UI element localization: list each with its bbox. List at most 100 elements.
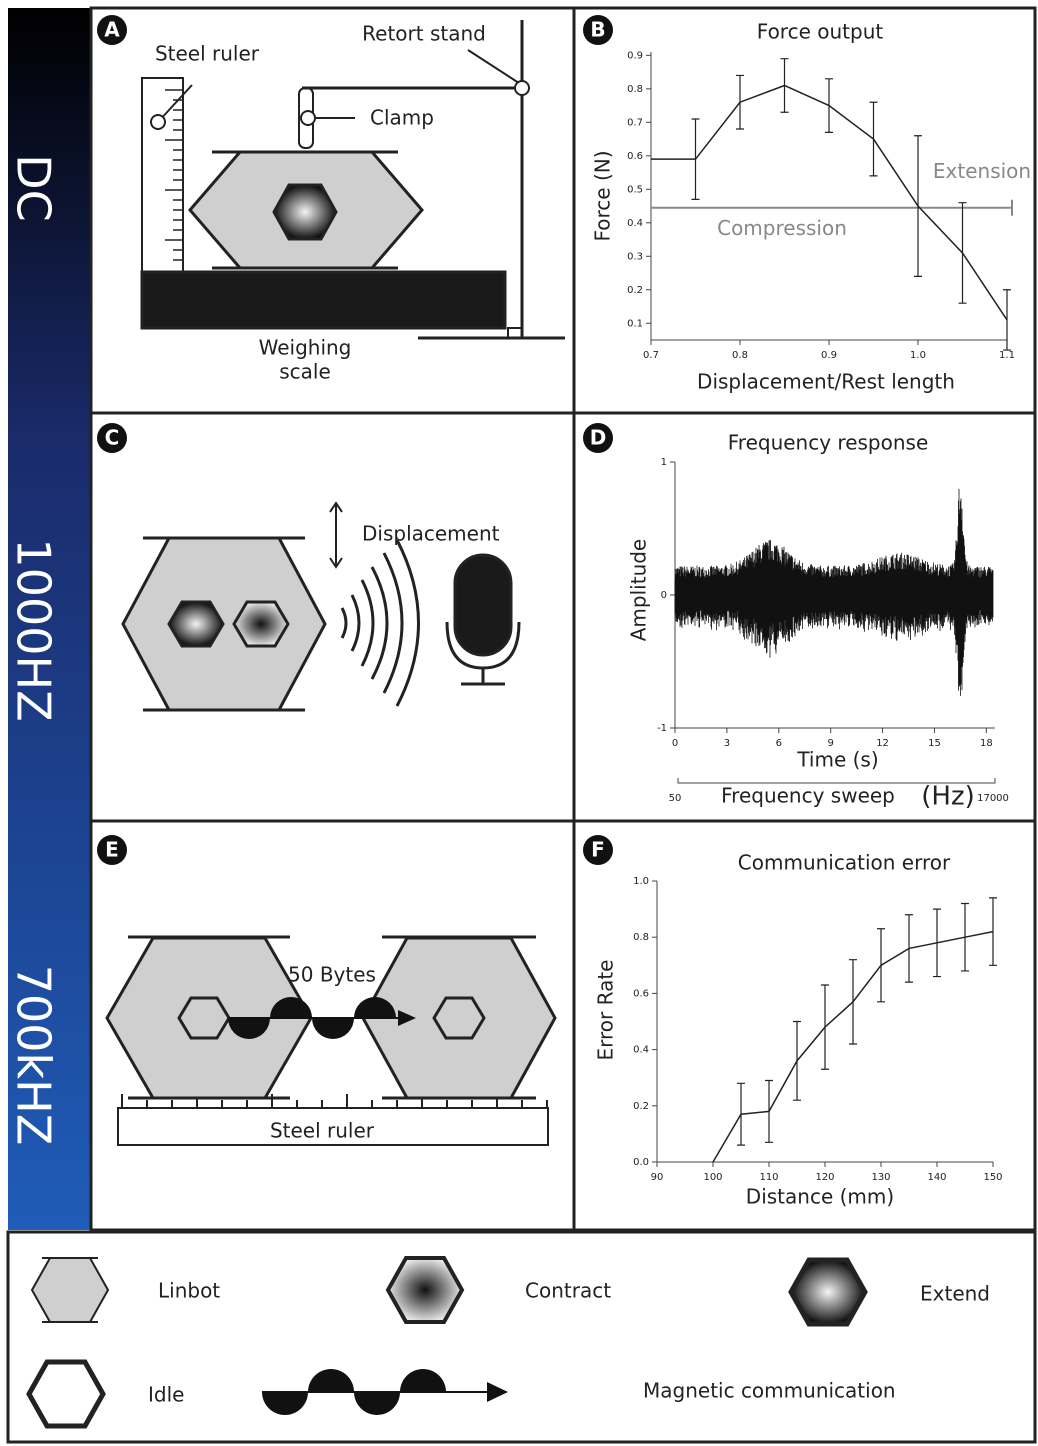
- y-tick-label: 0.8: [627, 84, 643, 95]
- sweep-axis: [677, 778, 996, 784]
- extend-module: [788, 1257, 868, 1327]
- x-tick-label: 0.7: [643, 350, 659, 361]
- annotation: Extension: [933, 159, 1031, 183]
- y-tick-label: 0.1: [627, 318, 643, 329]
- label: 50 Bytes: [288, 963, 376, 987]
- chart-title: Frequency response: [728, 431, 929, 455]
- x-tick-label: 1.0: [910, 350, 926, 361]
- panel-letter: D: [590, 426, 607, 450]
- y-tick-label: -1: [657, 723, 667, 734]
- error-bar: [1003, 289, 1011, 351]
- y-axis-label: Force (N): [591, 150, 615, 241]
- panel-letter: F: [591, 838, 605, 862]
- idle-module: [432, 996, 486, 1040]
- error-bar: [933, 908, 941, 978]
- extend-module: [167, 600, 225, 648]
- error-bar: [737, 1082, 745, 1146]
- sweep-label: Frequency sweep: [721, 784, 895, 808]
- side-label: 1000HZ: [7, 538, 61, 721]
- x-axis-label: Distance (mm): [746, 1185, 894, 1209]
- contract-module: [385, 1256, 465, 1324]
- legend-label: Extend: [920, 1282, 990, 1306]
- label: scale: [279, 360, 331, 384]
- sweep-end: 17000: [977, 793, 1009, 804]
- y-tick-label: 0.5: [627, 184, 643, 195]
- error-bar: [736, 74, 744, 130]
- y-tick-label: 0.4: [627, 218, 643, 229]
- x-tick-label: 110: [759, 1172, 778, 1183]
- legend-label: Idle: [148, 1383, 184, 1407]
- sweep-unit: (Hz): [921, 782, 975, 812]
- x-axis-label: Displacement/Rest length: [697, 370, 955, 394]
- error-bar: [691, 118, 700, 200]
- x-tick-label: 9: [827, 738, 833, 749]
- label: Displacement: [362, 522, 500, 546]
- linbot: [361, 936, 557, 1100]
- y-tick-label: 1.0: [633, 876, 649, 887]
- panel-letter-badge: [97, 423, 127, 453]
- x-tick-label: 100: [703, 1172, 722, 1183]
- panel-c-drawing: [143, 501, 521, 712]
- panel-letter-badge: [583, 835, 613, 865]
- x-tick-label: 120: [815, 1172, 834, 1183]
- label: Steel ruler: [155, 42, 260, 66]
- chart-title: Force output: [757, 20, 884, 44]
- x-tick-label: 0.9: [821, 350, 837, 361]
- error-bar: [825, 78, 833, 133]
- x-tick-label: 3: [724, 738, 730, 749]
- arrow-head: [398, 1010, 416, 1026]
- error-bar: [877, 928, 885, 1003]
- y-tick-label: 0: [661, 590, 667, 601]
- y-axis-label: Error Rate: [594, 960, 618, 1061]
- x-tick-label: 90: [651, 1172, 664, 1183]
- y-tick-label: 0.6: [633, 988, 649, 999]
- y-tick-label: 0.8: [633, 932, 649, 943]
- x-tick-label: 15: [928, 738, 941, 749]
- error-bar: [989, 897, 997, 966]
- label: Weighing: [259, 336, 352, 360]
- error-bar: [765, 1079, 773, 1143]
- panel-letter: A: [104, 18, 120, 42]
- x-tick-label: 1.1: [999, 350, 1015, 361]
- panel-letter-badge: [97, 15, 127, 45]
- x-tick-label: 140: [927, 1172, 946, 1183]
- ruler-ticks: [165, 89, 183, 261]
- panel-letter: C: [105, 426, 120, 450]
- y-tick-label: 1: [661, 457, 667, 468]
- panel-letter-badge: [583, 15, 613, 45]
- linbot: [30, 1257, 110, 1323]
- error-bar: [780, 58, 789, 113]
- error-bar: [849, 959, 857, 1045]
- legend-label: Magnetic communication: [643, 1379, 896, 1403]
- ruler-ticks: [121, 1094, 548, 1108]
- label: Retort stand: [362, 22, 486, 46]
- x-tick-label: 6: [776, 738, 782, 749]
- panel-letter: E: [105, 838, 119, 862]
- x-tick-label: 0.8: [732, 350, 748, 361]
- extend-module: [272, 183, 338, 241]
- arrow-head: [487, 1382, 508, 1402]
- panel-letter: B: [590, 18, 605, 42]
- panel-letter-badge: [97, 835, 127, 865]
- panel-a-drawing: [140, 20, 565, 340]
- y-tick-label: 0.0: [633, 1157, 649, 1168]
- y-tick-label: 0.9: [627, 50, 643, 61]
- y-tick-label: 0.2: [633, 1101, 649, 1112]
- y-tick-label: 0.4: [633, 1045, 649, 1056]
- side-bar: [8, 8, 91, 1230]
- y-tick-label: 0.2: [627, 285, 643, 296]
- error-bar: [869, 101, 878, 177]
- x-tick-label: 130: [871, 1172, 890, 1183]
- x-tick-label: 18: [980, 738, 993, 749]
- error-bar: [821, 984, 829, 1070]
- idle-module: [26, 1359, 106, 1429]
- side-label: 700kHZ: [7, 965, 61, 1146]
- side-label: DC: [7, 154, 61, 222]
- x-axis-label: Time (s): [796, 748, 878, 772]
- y-tick-label: 0.3: [627, 251, 643, 262]
- label: Steel ruler: [270, 1119, 375, 1143]
- label: Clamp: [370, 106, 434, 130]
- waveform: [674, 488, 994, 696]
- legend-label: Linbot: [158, 1279, 220, 1303]
- error-bar: [958, 202, 967, 304]
